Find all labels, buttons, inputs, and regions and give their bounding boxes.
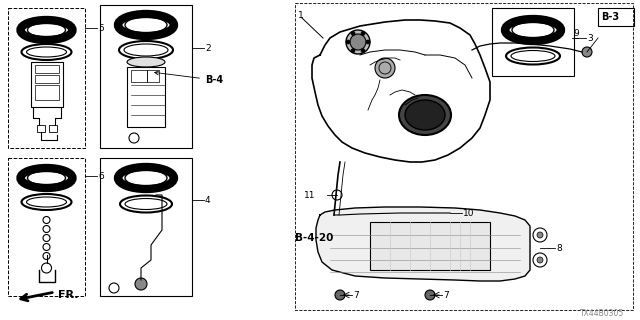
Circle shape xyxy=(351,49,355,53)
Bar xyxy=(598,8,634,26)
Circle shape xyxy=(361,31,365,35)
Bar xyxy=(35,75,58,83)
Circle shape xyxy=(366,40,370,44)
Text: TX44B0305: TX44B0305 xyxy=(580,308,624,317)
Text: 4: 4 xyxy=(205,196,211,204)
Bar xyxy=(131,70,147,82)
Bar xyxy=(370,222,490,270)
Bar xyxy=(492,8,574,76)
Ellipse shape xyxy=(127,57,165,67)
Bar xyxy=(147,70,159,82)
Circle shape xyxy=(346,30,370,54)
Bar xyxy=(100,5,192,148)
Circle shape xyxy=(350,34,366,50)
Text: 11: 11 xyxy=(303,190,315,199)
Bar xyxy=(100,158,192,296)
Circle shape xyxy=(335,290,345,300)
Circle shape xyxy=(425,290,435,300)
Bar xyxy=(35,65,58,73)
Circle shape xyxy=(351,31,355,35)
Circle shape xyxy=(582,47,592,57)
Ellipse shape xyxy=(399,95,451,135)
Bar xyxy=(127,67,165,127)
Text: 1: 1 xyxy=(298,11,304,20)
Ellipse shape xyxy=(405,100,445,130)
Circle shape xyxy=(537,232,543,238)
Text: 9: 9 xyxy=(573,28,579,37)
Text: 10: 10 xyxy=(463,209,474,218)
Text: 6: 6 xyxy=(98,172,104,180)
Circle shape xyxy=(537,257,543,263)
Text: 3: 3 xyxy=(587,34,593,43)
Text: 2: 2 xyxy=(205,44,211,52)
Text: 8: 8 xyxy=(556,244,562,252)
Bar xyxy=(31,62,63,107)
Bar xyxy=(49,125,56,132)
Circle shape xyxy=(375,58,395,78)
Bar xyxy=(295,3,633,310)
Circle shape xyxy=(361,49,365,53)
Bar xyxy=(36,125,45,132)
Text: B-3: B-3 xyxy=(601,12,619,22)
Bar xyxy=(35,85,58,100)
Polygon shape xyxy=(316,207,530,281)
Polygon shape xyxy=(312,20,490,162)
Bar xyxy=(8,158,85,296)
Text: 7: 7 xyxy=(353,291,359,300)
Bar xyxy=(8,8,85,148)
Text: B-4: B-4 xyxy=(155,71,223,85)
Circle shape xyxy=(135,278,147,290)
Text: FR.: FR. xyxy=(58,290,79,300)
Circle shape xyxy=(346,40,350,44)
Text: B-4-20: B-4-20 xyxy=(295,233,333,243)
Text: 7: 7 xyxy=(443,291,449,300)
Text: 5: 5 xyxy=(98,23,104,33)
